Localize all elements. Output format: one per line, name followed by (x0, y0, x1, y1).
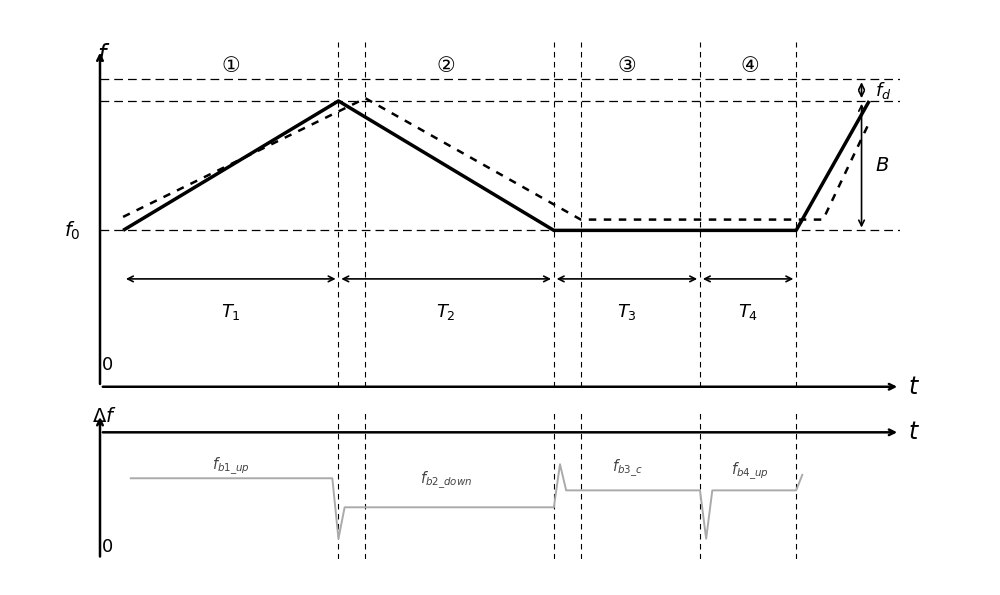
Text: $B$: $B$ (875, 156, 890, 175)
Text: $t$: $t$ (908, 375, 920, 399)
Text: $f$: $f$ (97, 43, 110, 67)
Text: 0: 0 (102, 356, 113, 374)
Text: $f_{b3\_c}$: $f_{b3\_c}$ (612, 458, 642, 479)
Text: $T_2$: $T_2$ (436, 302, 456, 322)
Text: $f_0$: $f_0$ (64, 219, 81, 242)
Text: ④: ④ (741, 56, 759, 76)
Text: $f_{b2\_down}$: $f_{b2\_down}$ (420, 470, 472, 491)
Text: $t$: $t$ (908, 420, 920, 444)
Text: $f_{b4\_up}$: $f_{b4\_up}$ (731, 461, 769, 481)
Text: 0: 0 (102, 538, 113, 556)
Text: $\Delta f$: $\Delta f$ (92, 407, 116, 426)
Text: ②: ② (437, 56, 456, 76)
Text: $T_4$: $T_4$ (738, 302, 758, 322)
Text: $T_3$: $T_3$ (617, 302, 637, 322)
Text: ①: ① (221, 56, 240, 76)
Text: $f_{b1\_up}$: $f_{b1\_up}$ (212, 456, 250, 477)
Text: $T_1$: $T_1$ (221, 302, 241, 322)
Text: $f_d$: $f_d$ (875, 80, 892, 101)
Text: ③: ③ (618, 56, 636, 76)
